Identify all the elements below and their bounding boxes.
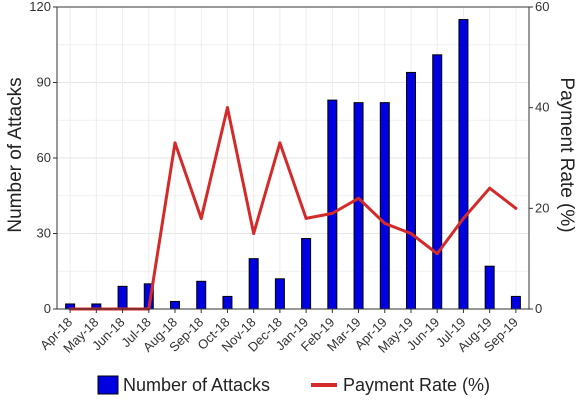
y-tick-label-right: 20 <box>535 200 549 215</box>
y-axis-title-right: Payment Rate (%) <box>556 77 577 232</box>
line-point-Mar-19 <box>357 196 361 200</box>
bar-Apr-19 <box>379 102 390 310</box>
y-tick-label-left: 0 <box>44 301 51 316</box>
bar-Jan-19 <box>301 238 312 310</box>
line-point-Oct-18 <box>225 106 229 110</box>
y-tick-label-left: 30 <box>37 226 51 241</box>
line-series <box>68 106 518 311</box>
bar-Mar-19 <box>353 102 364 310</box>
y-tick-label-right: 40 <box>535 100 549 115</box>
bar-Nov-18 <box>248 258 259 310</box>
bar-Sep-19 <box>510 295 521 310</box>
bar-Aug-19 <box>484 265 495 310</box>
line-point-Nov-18 <box>252 232 256 235</box>
bar-Jun-19 <box>432 54 443 310</box>
y-axis-title-left: Number of Attacks <box>5 77 26 232</box>
legend-swatch-attacks <box>97 375 119 395</box>
line-point-Feb-19 <box>330 211 334 215</box>
y-tick-label-left: 90 <box>37 75 51 90</box>
y-tick-label-right: 0 <box>535 301 542 316</box>
legend-label-attacks: Number of Attacks <box>123 375 270 395</box>
y-tick-label-left: 60 <box>37 150 51 165</box>
bar-Dec-18 <box>274 278 285 310</box>
axes: 03060901200204060Apr-18May-18Jun-18Jul-1… <box>29 0 549 356</box>
y-tick-label-left: 120 <box>29 0 51 14</box>
bar-Jul-19 <box>458 19 469 310</box>
line-point-Jun-19 <box>435 252 439 256</box>
line-point-May-19 <box>409 232 413 235</box>
gridlines <box>57 6 529 310</box>
bar-series <box>65 19 521 310</box>
bar-May-19 <box>406 71 416 310</box>
payment-rate-line <box>70 106 517 311</box>
bar-Oct-18 <box>222 295 233 310</box>
legend: Number of Attacks Payment Rate (%) <box>97 375 490 395</box>
line-point-Sep-18 <box>199 216 203 220</box>
line-point-Aug-18 <box>173 141 177 145</box>
bar-Feb-19 <box>327 99 338 310</box>
bar-Sep-18 <box>196 280 207 310</box>
bar-Jun-18 <box>117 285 128 310</box>
line-point-Apr-19 <box>383 221 387 225</box>
line-point-Aug-19 <box>488 186 492 190</box>
line-point-Jan-19 <box>304 216 308 220</box>
y-tick-label-right: 60 <box>535 0 549 14</box>
line-point-Dec-18 <box>278 141 282 145</box>
legend-label-payment: Payment Rate (%) <box>343 375 490 395</box>
line-point-Jul-19 <box>461 216 465 220</box>
line-point-Sep-19 <box>514 206 518 210</box>
bar-Aug-18 <box>170 300 180 310</box>
